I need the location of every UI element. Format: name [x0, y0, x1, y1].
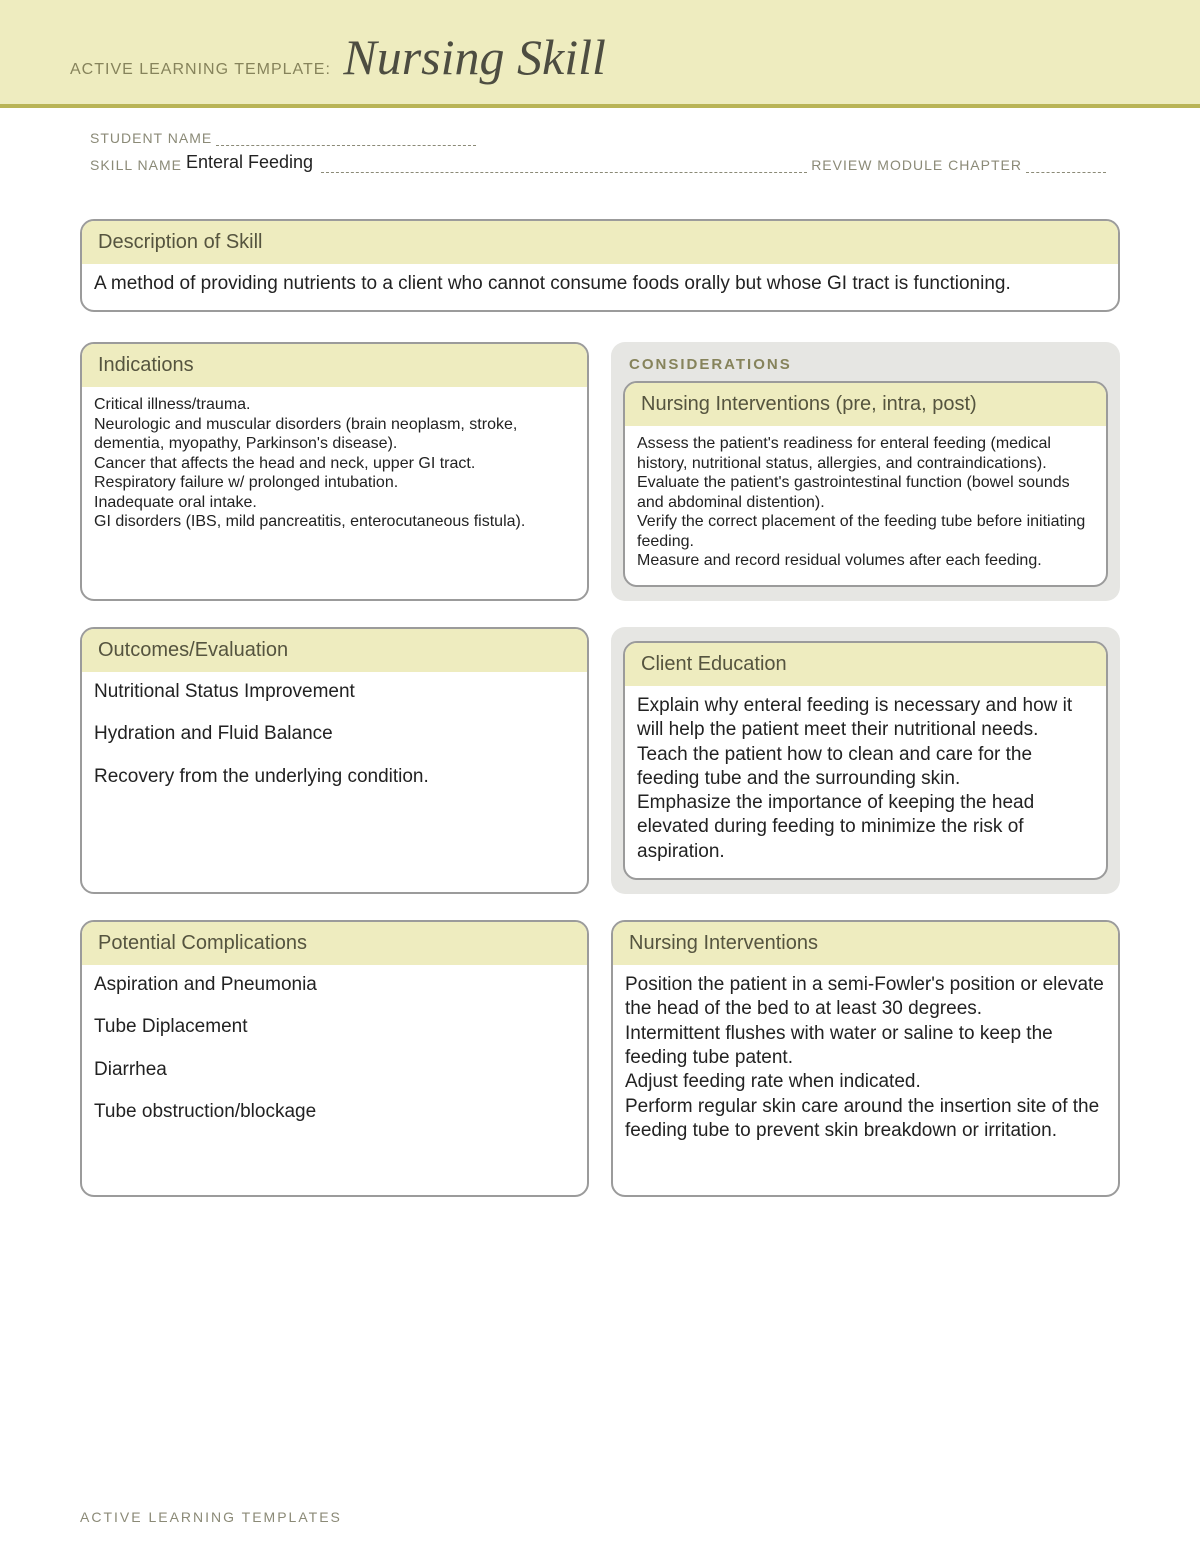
review-module-line [1026, 159, 1106, 173]
interventions-box: Nursing Interventions Position the patie… [611, 920, 1120, 1197]
complications-body: Aspiration and Pneumonia Tube Diplacemen… [82, 965, 587, 1195]
skill-name-row: SKILL NAME Enteral Feeding REVIEW MODULE… [90, 152, 1110, 173]
outcomes-body: Nutritional Status Improvement Hydration… [82, 672, 587, 882]
outcomes-item: Hydration and Fluid Balance [94, 722, 575, 746]
col-right-2: Client Education Explain why enteral fee… [611, 627, 1120, 894]
page: ACTIVE LEARNING TEMPLATE: Nursing Skill … [0, 0, 1200, 1553]
indications-header: Indications [82, 344, 587, 387]
description-header: Description of Skill [82, 221, 1118, 264]
considerations-wrap: CONSIDERATIONS Nursing Interventions (pr… [611, 342, 1120, 601]
banner-prefix: ACTIVE LEARNING TEMPLATE: [70, 61, 331, 79]
indications-body: Critical illness/trauma. Neurologic and … [82, 387, 587, 577]
outcomes-box: Outcomes/Evaluation Nutritional Status I… [80, 627, 589, 894]
student-name-line [216, 132, 476, 146]
description-body: A method of providing nutrients to a cli… [82, 264, 1118, 310]
considerations-label: CONSIDERATIONS [629, 356, 1108, 373]
student-name-label: STUDENT NAME [90, 130, 212, 146]
interventions-header: Nursing Interventions [613, 922, 1118, 965]
student-name-row: STUDENT NAME [90, 130, 1110, 146]
interventions-pre-body: Assess the patient's readiness for enter… [625, 426, 1106, 585]
col-left-2: Outcomes/Evaluation Nutritional Status I… [80, 627, 589, 894]
description-box: Description of Skill A method of providi… [80, 219, 1120, 312]
client-education-body: Explain why enteral feeding is necessary… [625, 686, 1106, 878]
complications-header: Potential Complications [82, 922, 587, 965]
considerations-wrap-2: Client Education Explain why enteral fee… [611, 627, 1120, 894]
row-outcomes: Outcomes/Evaluation Nutritional Status I… [80, 627, 1120, 894]
outcomes-item: Recovery from the underlying condition. [94, 765, 575, 789]
complications-item: Tube Diplacement [94, 1015, 575, 1039]
complications-box: Potential Complications Aspiration and P… [80, 920, 589, 1197]
col-right-3: Nursing Interventions Position the patie… [611, 920, 1120, 1197]
outcomes-item: Nutritional Status Improvement [94, 680, 575, 704]
review-module-label: REVIEW MODULE CHAPTER [811, 157, 1022, 173]
complications-item: Aspiration and Pneumonia [94, 973, 575, 997]
client-education-header: Client Education [625, 643, 1106, 686]
outcomes-header: Outcomes/Evaluation [82, 629, 587, 672]
interventions-pre-box: Nursing Interventions (pre, intra, post)… [623, 381, 1108, 587]
skill-name-label: SKILL NAME [90, 157, 182, 173]
indications-box: Indications Critical illness/trauma. Neu… [80, 342, 589, 601]
row-complications: Potential Complications Aspiration and P… [80, 920, 1120, 1197]
col-left-1: Indications Critical illness/trauma. Neu… [80, 342, 589, 601]
col-right-1: CONSIDERATIONS Nursing Interventions (pr… [611, 342, 1120, 601]
skill-name-value: Enteral Feeding [182, 152, 317, 173]
meta-section: STUDENT NAME SKILL NAME Enteral Feeding … [0, 108, 1200, 189]
footer: ACTIVE LEARNING TEMPLATES [80, 1509, 342, 1525]
complications-item: Tube obstruction/blockage [94, 1100, 575, 1124]
skill-name-line [321, 159, 807, 173]
complications-item: Diarrhea [94, 1058, 575, 1082]
client-education-box: Client Education Explain why enteral fee… [623, 641, 1108, 880]
interventions-body: Position the patient in a semi-Fowler's … [613, 965, 1118, 1157]
interventions-pre-header: Nursing Interventions (pre, intra, post) [625, 383, 1106, 426]
row-indications: Indications Critical illness/trauma. Neu… [80, 342, 1120, 601]
banner-title: Nursing Skill [343, 28, 606, 86]
col-left-3: Potential Complications Aspiration and P… [80, 920, 589, 1197]
banner: ACTIVE LEARNING TEMPLATE: Nursing Skill [0, 0, 1200, 108]
content: Description of Skill A method of providi… [0, 189, 1200, 1197]
